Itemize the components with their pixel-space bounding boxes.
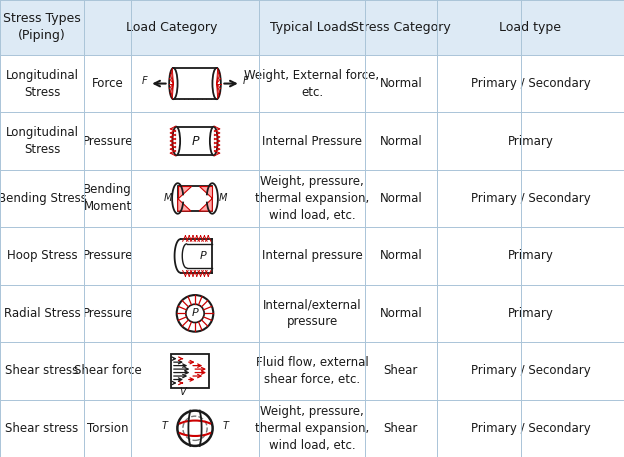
Text: Fluid flow, external
shear force, etc.: Fluid flow, external shear force, etc. [256, 356, 368, 386]
Text: Primary: Primary [507, 307, 553, 320]
Text: Shear: Shear [384, 364, 418, 377]
Ellipse shape [210, 127, 218, 155]
Bar [0, 399, 624, 457]
Polygon shape [199, 198, 212, 211]
Ellipse shape [169, 68, 178, 99]
Text: F: F [243, 76, 249, 86]
Text: Internal pressure: Internal pressure [261, 250, 363, 262]
Text: M: M [163, 193, 172, 203]
Text: Normal: Normal [379, 250, 422, 262]
Ellipse shape [212, 68, 221, 99]
Text: Typical Loads: Typical Loads [270, 21, 354, 34]
Bar [0, 0, 624, 55]
Text: Radial Stress: Radial Stress [4, 307, 80, 320]
Bar [173, 68, 217, 99]
Text: Primary / Secondary: Primary / Secondary [470, 77, 590, 90]
Text: Normal: Normal [379, 307, 422, 320]
Bar [178, 186, 212, 211]
Text: M: M [218, 193, 227, 203]
Text: Weight, pressure,
thermal expansion,
wind load, etc.: Weight, pressure, thermal expansion, win… [255, 175, 369, 222]
Text: Torsion: Torsion [87, 422, 129, 435]
Text: Load Category: Load Category [126, 21, 217, 34]
Bar [0, 227, 624, 285]
Ellipse shape [172, 127, 180, 155]
Text: Normal: Normal [379, 77, 422, 90]
Text: P: P [192, 308, 198, 319]
Text: Primary: Primary [507, 250, 553, 262]
Bar [0, 170, 624, 227]
Text: Internal Pressure: Internal Pressure [262, 134, 362, 148]
Text: Load type: Load type [499, 21, 562, 34]
Text: Bending Stress: Bending Stress [0, 192, 87, 205]
Bar [171, 354, 210, 388]
Text: Shear: Shear [384, 422, 418, 435]
Text: Normal: Normal [379, 134, 422, 148]
Polygon shape [178, 198, 191, 211]
Text: T: T [223, 421, 229, 431]
Text: Bending
Moment: Bending Moment [83, 183, 132, 213]
Polygon shape [178, 186, 191, 198]
Text: Normal: Normal [379, 192, 422, 205]
Bar [176, 127, 214, 155]
Text: V: V [180, 387, 187, 397]
Circle shape [177, 295, 213, 332]
Text: Shear stress: Shear stress [6, 422, 79, 435]
Text: Pressure: Pressure [82, 307, 133, 320]
Text: F: F [141, 76, 147, 86]
Text: P: P [200, 251, 207, 261]
Text: T: T [161, 421, 167, 431]
Polygon shape [199, 186, 212, 198]
Text: Hoop Stress: Hoop Stress [7, 250, 77, 262]
Bar [0, 55, 624, 112]
Text: Shear force: Shear force [74, 364, 142, 377]
Text: Stress Types
(Piping): Stress Types (Piping) [3, 12, 81, 43]
Text: Longitudinal
Stress: Longitudinal Stress [6, 69, 79, 99]
Circle shape [183, 416, 207, 441]
Text: Internal/external
pressure: Internal/external pressure [263, 298, 361, 329]
Circle shape [177, 411, 213, 446]
Polygon shape [175, 239, 212, 273]
Text: Shear stress: Shear stress [6, 364, 79, 377]
Text: Force: Force [92, 77, 124, 90]
Bar [0, 112, 624, 170]
Text: Weight, External force,
etc.: Weight, External force, etc. [245, 69, 379, 99]
Text: Pressure: Pressure [82, 250, 133, 262]
Circle shape [186, 304, 204, 323]
Text: Primary / Secondary: Primary / Secondary [470, 364, 590, 377]
Text: Primary / Secondary: Primary / Secondary [470, 422, 590, 435]
Text: P: P [191, 134, 199, 148]
Text: Primary / Secondary: Primary / Secondary [470, 192, 590, 205]
Text: Longitudinal
Stress: Longitudinal Stress [6, 126, 79, 156]
Text: Pressure: Pressure [82, 134, 133, 148]
Bar [0, 285, 624, 342]
Bar [0, 342, 624, 399]
Text: Weight, pressure,
thermal expansion,
wind load, etc.: Weight, pressure, thermal expansion, win… [255, 405, 369, 452]
Text: Stress Category: Stress Category [351, 21, 451, 34]
Text: Primary: Primary [507, 134, 553, 148]
